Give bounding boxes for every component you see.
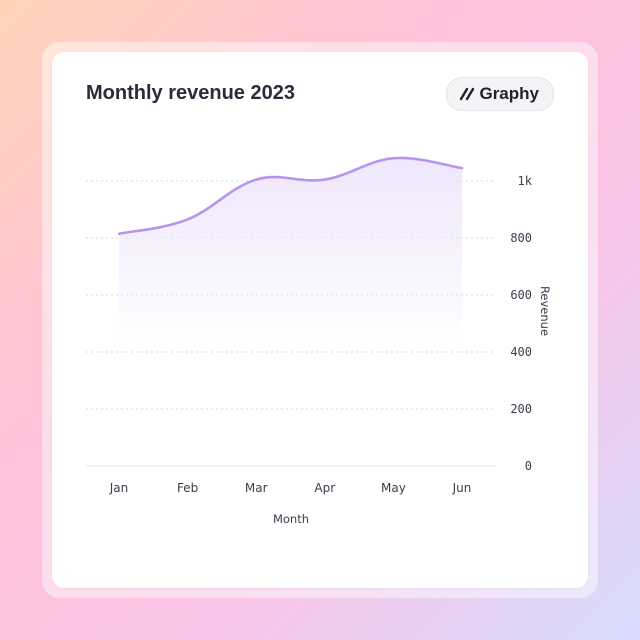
y-axis-ticks: 0 200 400 600 800 1k: [510, 174, 532, 473]
x-tick-label: Feb: [177, 481, 198, 495]
graphy-badge[interactable]: Graphy: [446, 77, 554, 111]
y-tick-label: 400: [510, 345, 532, 359]
y-tick-label: 0: [525, 459, 532, 473]
graphy-logo-icon: [460, 87, 475, 101]
series-line: [117, 156, 464, 236]
y-axis-label: Revenue: [538, 286, 552, 336]
x-axis-ticks: Jan Feb Mar Apr May Jun: [109, 481, 472, 495]
y-tick-label: 1k: [518, 174, 533, 188]
chart-card: Monthly revenue 2023 Graphy 0 200 400 600 80…: [52, 52, 588, 588]
badge-label: Graphy: [479, 84, 539, 103]
area-fill: [119, 157, 462, 352]
x-axis-label: Month: [273, 512, 309, 526]
y-tick-label: 200: [510, 402, 532, 416]
chart-title: Monthly revenue 2023: [86, 82, 295, 104]
x-tick-label: Jun: [452, 481, 472, 495]
y-tick-label: 800: [510, 231, 532, 245]
x-tick-label: Mar: [245, 481, 268, 495]
x-tick-label: Jan: [109, 481, 129, 495]
x-tick-label: Apr: [314, 481, 335, 495]
revenue-chart: 0 200 400 600 800 1k Jan Feb Mar Apr May Jun Month…: [86, 156, 552, 526]
y-tick-label: 600: [510, 288, 532, 302]
x-tick-label: May: [381, 481, 406, 495]
